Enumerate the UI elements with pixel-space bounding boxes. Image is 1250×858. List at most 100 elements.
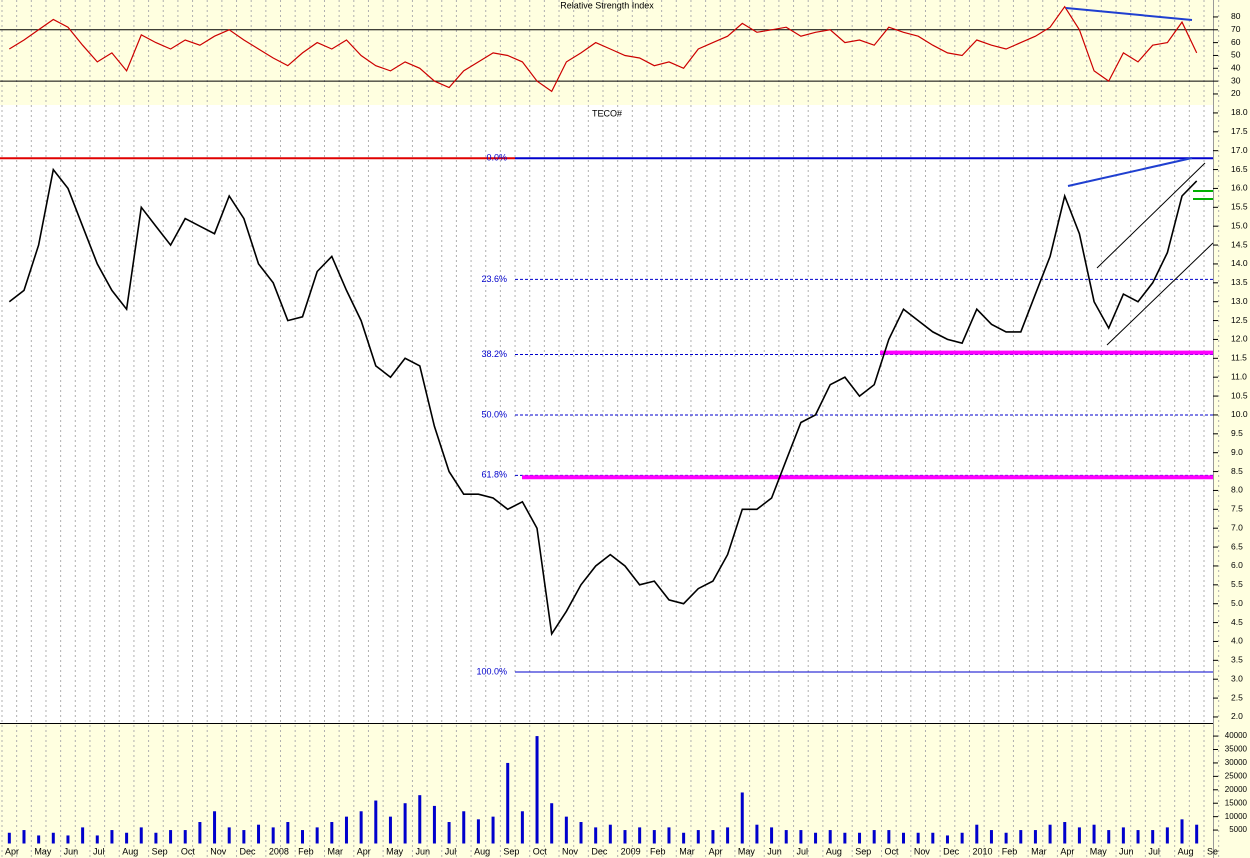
volume-bar [945,835,949,844]
x-tick-label: Feb [1002,846,1018,856]
volume-bar [183,830,187,844]
x-tick-label: Sep [503,846,519,856]
volume-bar [22,830,26,844]
marks [7,5,1199,844]
x-tick-label: Jul [93,846,105,856]
rsi-title: Relative Strength Index [560,0,654,10]
y-tick-label: 11.0 [1231,371,1247,381]
y-tick-label: 4.5 [1231,617,1243,627]
volume-bar [667,827,671,844]
y-tick-label: 4.0 [1231,636,1243,646]
fib-label: 23.6% [481,274,507,284]
volume-bar [1180,819,1184,844]
y-tick-label: 6.0 [1231,560,1243,570]
x-tick-label: Aug [826,846,842,856]
y-tick-label: 16.5 [1231,164,1248,174]
series-line [8,167,1198,637]
y-tick-label: 15000 [1225,798,1248,807]
volume-bar [916,832,920,844]
volume-bar [535,736,539,844]
trend-line [1067,157,1193,187]
volume-bar [740,792,744,844]
volume-bar [1077,827,1081,844]
x-tick-label: Jun [64,846,79,856]
volume-bar [638,827,642,844]
x-tick-label: Dec [591,846,608,856]
y-tick-label: 3.0 [1231,673,1243,683]
x-tick-label: Sep [152,846,168,856]
volume-bar [315,827,319,844]
x-tick-label: Oct [533,846,548,856]
x-tick-label: Mar [1031,846,1047,856]
y-tick-label: 35000 [1225,745,1248,754]
y-tick-label: 2.0 [1231,711,1243,721]
x-tick-label: May [1090,846,1108,856]
volume-bar [814,832,818,844]
volume-bar [872,830,876,844]
volume-bar [491,816,495,844]
x-tick-label: Apr [5,846,19,856]
y-tick-label: 30000 [1225,758,1248,767]
fib-label: 50.0% [481,409,507,419]
x-tick-label: Apr [1060,846,1074,856]
x-tick-label: Se [1207,846,1218,856]
y-tick-label: 9.0 [1231,447,1243,457]
x-tick-label: Apr [709,846,723,856]
volume-bar [799,830,803,844]
volume-bar [594,827,598,844]
x-tick-label: Sep [855,846,871,856]
volume-bar [301,830,304,844]
y-tick-label: 8.5 [1231,466,1243,476]
fib-label: 61.8% [481,470,507,480]
volume-bar [550,803,554,844]
x-tick-label: 2009 [621,846,641,856]
fib-label: 0.0% [486,153,507,163]
volume-bar [520,811,524,844]
y-tick-label: 10.5 [1231,390,1248,400]
x-tick-label: Jul [445,846,457,856]
y-tick-label: 20000 [1225,785,1248,794]
x-tick-label: Mar [327,846,343,856]
y-tick-label: 40 [1231,63,1241,73]
x-tick-label: May [34,846,52,856]
volume-bar [110,830,114,844]
volume-bar [1048,824,1052,844]
y-tick-label: 6.5 [1231,541,1243,551]
channel-line [1096,162,1206,269]
fib-label: 100.0% [476,666,507,676]
x-tick-label: Oct [181,846,196,856]
x-tick-label: May [738,846,756,856]
volume-bar [213,811,217,844]
volume-bar [7,832,11,844]
volume-bar [154,832,158,844]
volume-bar [388,816,392,844]
rsi-divergence-line [1065,7,1193,21]
y-tick-label: 80 [1231,11,1241,21]
x-tick-label: Jun [1119,846,1134,856]
y-tick-label: 16.0 [1231,183,1248,193]
y-tick-label: 8.0 [1231,485,1243,495]
y-tick-label: 17.5 [1231,126,1248,136]
y-tick-label: 18.0 [1231,107,1248,117]
channel-line [1106,242,1214,346]
x-tick-label: Feb [650,846,666,856]
y-tick-label: 40000 [1225,731,1248,740]
volume-bar [1121,827,1125,844]
volume-bar [770,827,774,844]
y-tick-label: 70 [1231,24,1241,34]
y-tick-label: 60 [1231,37,1241,47]
x-tick-label: Nov [210,846,227,856]
volume-bar [931,832,935,844]
y-tick-label: 9.5 [1231,428,1243,438]
volume-bar [125,832,129,844]
y-tick-label: 11.5 [1231,353,1247,363]
volume-bar [887,830,891,844]
volume-bar [858,832,862,844]
volume-bar [1165,827,1169,844]
volume-bar [242,830,246,844]
volume-bar [359,811,363,844]
x-tick-label: Dec [240,846,257,856]
y-tick-label: 7.5 [1231,504,1243,514]
y-tick-label: 13.0 [1231,296,1248,306]
volume-bar [784,830,788,844]
